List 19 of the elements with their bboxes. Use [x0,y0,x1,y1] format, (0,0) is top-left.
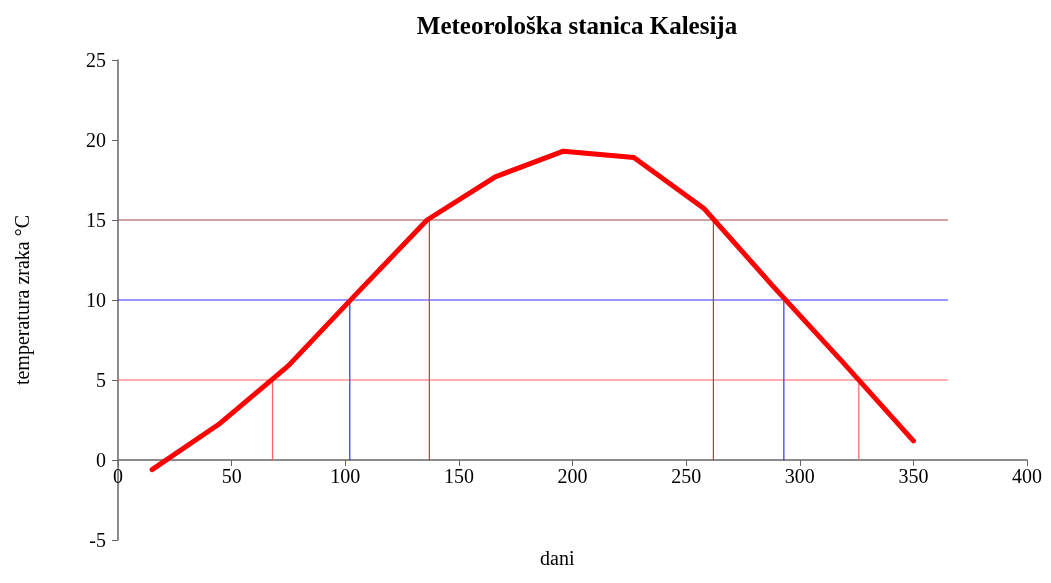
x-tick-label: 50 [221,465,242,487]
y-axis-title: temperatura zraka °C [11,214,34,386]
x-tick-label: 200 [557,465,588,487]
y-tick-label: 20 [86,129,106,151]
y-tick-label: 0 [96,449,106,471]
y-tick-label: 15 [86,209,106,231]
y-tick-label: 5 [96,369,106,391]
x-tick-label: 0 [113,465,123,487]
x-tick-label: 150 [443,465,474,487]
x-tick-label: 350 [898,465,929,487]
y-tick-label: -5 [89,529,106,551]
x-axis-title: dani [540,547,575,569]
x-tick-label: 300 [784,465,815,487]
y-tick-label: 25 [86,49,106,71]
chart-title: Meteorološka stanica Kalesija [416,12,738,39]
x-tick-label: 250 [671,465,702,487]
y-tick-label: 10 [86,289,106,311]
x-tick-label: 400 [1012,465,1042,487]
x-tick-label: 100 [330,465,361,487]
